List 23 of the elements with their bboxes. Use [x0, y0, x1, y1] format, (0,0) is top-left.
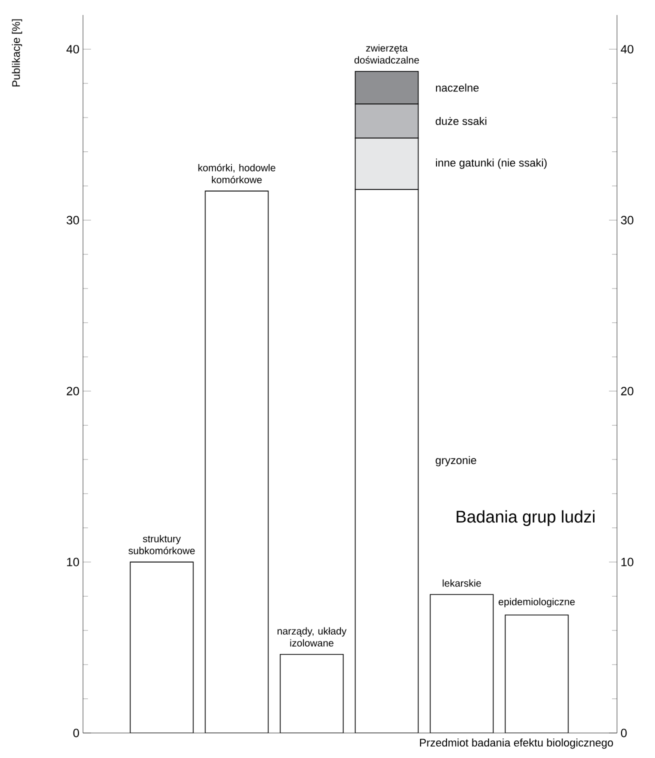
y2-tick-label: 0: [620, 728, 627, 738]
x-tick-label: epidemiologiczne: [498, 598, 575, 608]
series-label: gryzonie: [436, 456, 476, 466]
y-tick-label: 40: [66, 44, 80, 54]
y-tick-label: 20: [66, 386, 80, 396]
x-tick-label: komórki, hodowle komórkowe: [198, 164, 276, 184]
annotation: Badania grup ludzi: [456, 510, 594, 526]
x-tick-label: struktury subkomórkowe: [128, 534, 195, 554]
y2-tick-label: 30: [620, 216, 634, 224]
y2-tick-label: 40: [620, 44, 634, 54]
y-tick-label: 0: [73, 728, 80, 738]
x-axis-title: Przedmiot badania efektu biologicznego: [420, 738, 613, 749]
x-tick-label: zwierzęta doświadczalne: [354, 44, 419, 64]
x-tick-label: narządy, układy izolowane: [278, 627, 347, 647]
y-tick-label: 30: [66, 216, 80, 224]
y2-tick-label: 10: [621, 558, 634, 566]
series-label: duże ssaki: [436, 116, 486, 126]
x-tick-label: lekarskie: [442, 579, 481, 587]
y-axis-title: Publikacje [%]: [12, 19, 22, 86]
y2-tick-label: 20: [621, 386, 634, 396]
series-label: inne gatunki (nie ssaki): [436, 158, 547, 169]
y-tick-label: 10: [67, 558, 80, 566]
series-label: naczelne: [436, 84, 479, 92]
